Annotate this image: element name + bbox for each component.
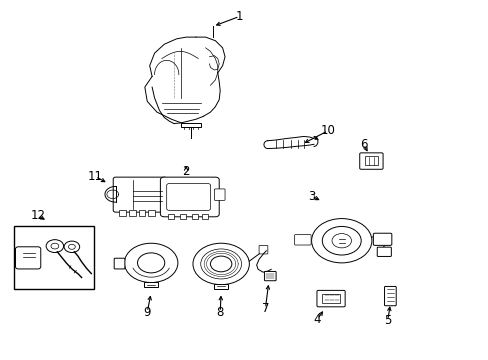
Bar [143, 282, 158, 287]
Text: 4: 4 [313, 313, 321, 326]
Text: 12: 12 [30, 209, 45, 222]
Text: 1: 1 [235, 10, 243, 23]
FancyBboxPatch shape [264, 271, 276, 281]
Circle shape [64, 241, 80, 252]
FancyBboxPatch shape [372, 233, 391, 246]
FancyBboxPatch shape [114, 258, 124, 269]
FancyBboxPatch shape [214, 189, 224, 201]
Circle shape [46, 240, 63, 252]
Bar [213, 284, 228, 289]
Bar [119, 210, 125, 216]
FancyBboxPatch shape [376, 247, 390, 256]
Circle shape [322, 226, 361, 255]
FancyBboxPatch shape [166, 184, 210, 210]
FancyBboxPatch shape [384, 287, 395, 306]
Bar [201, 213, 207, 219]
Circle shape [201, 249, 241, 279]
Bar [14, 226, 94, 289]
Circle shape [124, 243, 178, 283]
Circle shape [311, 219, 371, 263]
Circle shape [137, 253, 164, 273]
FancyBboxPatch shape [359, 153, 382, 169]
Circle shape [68, 244, 75, 249]
Text: 8: 8 [216, 306, 224, 319]
FancyBboxPatch shape [316, 291, 345, 307]
Text: 11: 11 [87, 170, 102, 183]
FancyBboxPatch shape [160, 177, 219, 217]
Text: 10: 10 [320, 124, 335, 137]
Bar [192, 213, 198, 219]
Text: 3: 3 [307, 190, 315, 203]
Circle shape [210, 256, 231, 272]
Bar [167, 213, 174, 219]
Bar [322, 294, 339, 303]
Circle shape [193, 243, 249, 285]
Text: 9: 9 [143, 306, 151, 319]
Text: 6: 6 [359, 138, 366, 151]
Bar [180, 213, 186, 219]
Circle shape [331, 234, 351, 248]
Bar [148, 210, 155, 216]
FancyBboxPatch shape [259, 246, 267, 254]
Text: 2: 2 [182, 165, 189, 177]
Bar [181, 123, 201, 127]
Bar [138, 210, 145, 216]
FancyBboxPatch shape [113, 177, 166, 212]
Text: 5: 5 [384, 314, 391, 327]
Bar [365, 157, 377, 165]
Circle shape [51, 243, 59, 249]
FancyBboxPatch shape [294, 235, 310, 245]
Text: 7: 7 [261, 302, 268, 315]
FancyBboxPatch shape [16, 247, 41, 269]
Bar [128, 210, 135, 216]
